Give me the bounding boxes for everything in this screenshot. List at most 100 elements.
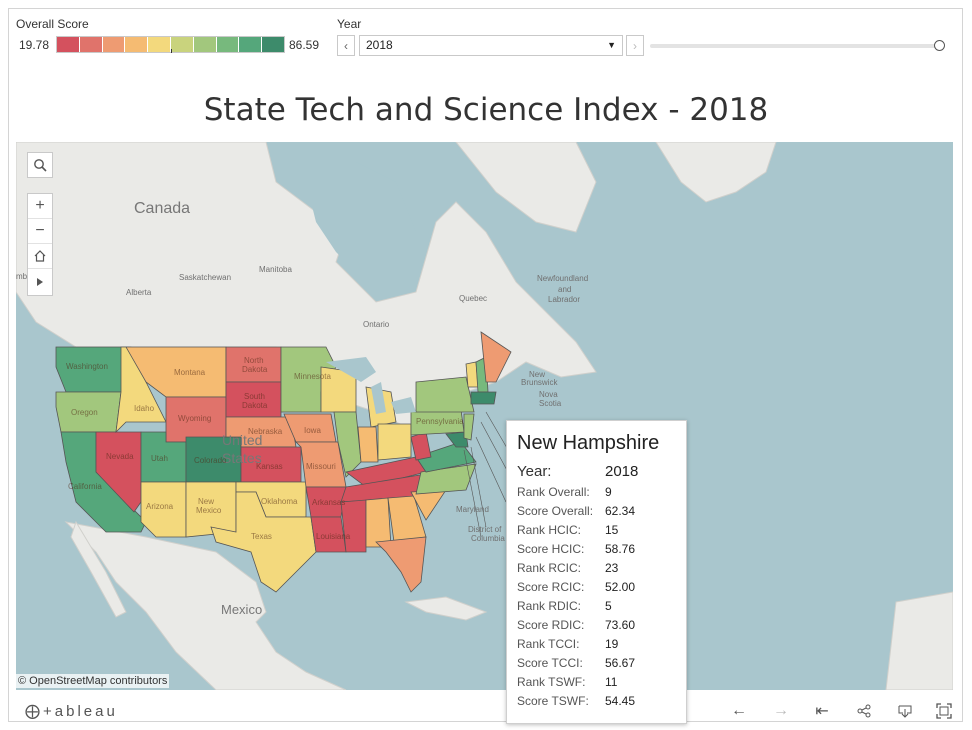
tooltip-value: 73.60 <box>605 618 636 632</box>
home-icon <box>34 250 46 262</box>
caret-down-icon: ▼ <box>607 40 616 50</box>
state-ohio <box>377 423 412 461</box>
year-slider-track[interactable] <box>650 44 940 48</box>
fullscreen-icon <box>936 703 952 719</box>
state-west-virginia <box>410 431 432 461</box>
fullscreen-button[interactable] <box>932 700 956 722</box>
map-search-button[interactable] <box>27 152 53 178</box>
year-filter-title: Year <box>337 17 362 31</box>
tooltip-label: Score RCIC: <box>517 580 585 594</box>
state-alabama <box>365 497 392 548</box>
legend-swatch <box>262 37 284 52</box>
state-label-idaho: Idaho <box>134 404 155 413</box>
state-label-missouri: Missouri <box>306 462 336 471</box>
cuba-land <box>404 596 488 621</box>
state-maryland <box>445 431 469 448</box>
state-nevada <box>95 431 142 513</box>
legend-swatch <box>239 37 263 52</box>
tooltip-label: Rank RDIC: <box>517 599 582 613</box>
state-massachusetts <box>470 391 497 405</box>
tooltip-value: 56.67 <box>605 656 636 670</box>
zoom-out-button[interactable]: − <box>28 219 52 244</box>
tooltip-row: Score Overall: 62.34 <box>517 502 676 521</box>
legend-swatch <box>148 37 171 52</box>
year-slider-handle[interactable] <box>934 40 945 51</box>
mexico-land <box>64 521 347 690</box>
state-label-colorado: Colorado <box>194 456 227 465</box>
tooltip-row: Rank RCIC: 23 <box>517 559 676 578</box>
share-button[interactable] <box>852 700 876 722</box>
tooltip-label: Score RDIC: <box>517 618 585 632</box>
state-label-nevada: Nevada <box>106 452 134 461</box>
legend-swatch <box>102 37 126 52</box>
baja-land <box>70 520 127 618</box>
legend-swatch <box>125 37 149 52</box>
tableau-logo[interactable]: ⨁+ableau <box>25 702 118 720</box>
tooltip-label: Rank TCCI: <box>517 637 580 651</box>
map-label-united: United <box>222 432 263 448</box>
tooltip-value: 2018 <box>605 463 639 480</box>
map-label-mbia: mbia <box>16 272 34 281</box>
zoom-in-button[interactable]: + <box>28 194 52 219</box>
greenland-land <box>655 142 777 203</box>
year-prev-button[interactable]: ‹ <box>337 35 355 56</box>
tooltip-value: 54.45 <box>605 694 636 708</box>
map-label-quebec: Quebec <box>459 294 488 303</box>
tooltip-row: Rank HCIC: 15 <box>517 521 676 540</box>
state-label-new-mexico-2: Mexico <box>196 506 222 515</box>
map-label-alberta: Alberta <box>126 288 152 297</box>
redo-button[interactable]: → <box>769 700 793 722</box>
state-new-york <box>415 376 475 413</box>
state-label-utah: Utah <box>151 454 168 463</box>
state-label-south-dakota-2: Dakota <box>242 401 268 410</box>
year-dropdown[interactable]: 2018 ▼ <box>359 35 623 56</box>
tooltip-label: Score HCIC: <box>517 542 585 556</box>
map-label-newfoundland: Newfoundland <box>537 274 589 283</box>
download-icon <box>898 705 912 718</box>
map-view[interactable]: Canada mbia Alberta Saskatchewan Manitob… <box>16 142 953 690</box>
state-label-louisiana: Louisiana <box>316 532 351 541</box>
state-label-nebraska: Nebraska <box>248 427 283 436</box>
state-mississippi <box>340 499 367 553</box>
state-label-pennsylvania: Pennsylvania <box>416 417 464 426</box>
state-label-north-dakota-2: Dakota <box>242 365 268 374</box>
revert-icon: ⇤ <box>815 703 829 720</box>
map-label-ontario: Ontario <box>363 320 390 329</box>
state-label-south-dakota-1: South <box>244 392 265 401</box>
tooltip-row: Score TSWF: 54.45 <box>517 692 676 711</box>
state-label-montana: Montana <box>174 368 206 377</box>
home-button[interactable] <box>28 244 52 269</box>
tooltip-row: Score RDIC: 73.60 <box>517 616 676 635</box>
redo-icon: → <box>773 702 789 719</box>
tooltip-value: 5 <box>605 599 612 613</box>
tooltip-row: Rank RDIC: 5 <box>517 597 676 616</box>
map-label-scotia: Scotia <box>539 399 562 408</box>
play-icon <box>37 277 43 286</box>
map-attribution[interactable]: © OpenStreetMap contributors <box>16 674 170 688</box>
tooltip-row-year: Year: 2018 <box>517 461 676 482</box>
tooltip-label: Score Overall: <box>517 504 594 518</box>
tooltip-value: 62.34 <box>605 504 636 518</box>
revert-button[interactable]: ⇤ <box>810 700 834 722</box>
undo-button[interactable]: ← <box>727 700 751 722</box>
map-label-and: and <box>558 285 572 294</box>
legend-swatch <box>79 37 103 52</box>
legend-swatch <box>57 37 80 52</box>
tooltip-rows: Rank Overall: 9 Score Overall: 62.34 Rank … <box>517 483 676 711</box>
tooltip-value: 11 <box>605 675 618 689</box>
state-maine <box>480 331 512 383</box>
expand-toolbar-button[interactable] <box>28 269 52 294</box>
state-new-jersey <box>463 413 475 441</box>
state-label-new-mexico-1: New <box>198 497 215 506</box>
tooltip-label: Score TSWF: <box>517 694 589 708</box>
state-label-minnesota: Minnesota <box>294 372 331 381</box>
legend-min-value: 19.78 <box>19 38 50 52</box>
state-label-oregon: Oregon <box>71 408 98 417</box>
tooltip-label: Rank HCIC: <box>517 523 582 537</box>
year-next-button[interactable]: › <box>626 35 644 56</box>
map-label-saskatchewan: Saskatchewan <box>179 273 232 282</box>
tooltip-row: Score HCIC: 58.76 <box>517 540 676 559</box>
legend-swatch <box>216 37 240 52</box>
download-button[interactable] <box>893 700 917 722</box>
state-label-oklahoma: Oklahoma <box>261 497 298 506</box>
